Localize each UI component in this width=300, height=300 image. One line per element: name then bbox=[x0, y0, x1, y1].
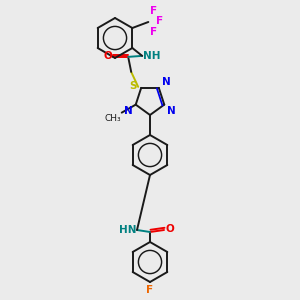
Text: N: N bbox=[124, 106, 133, 116]
Text: S: S bbox=[130, 81, 137, 91]
Text: F: F bbox=[146, 285, 154, 295]
Text: N: N bbox=[167, 106, 176, 116]
Text: F: F bbox=[150, 6, 158, 16]
Text: F: F bbox=[156, 16, 164, 26]
Text: F: F bbox=[150, 27, 158, 37]
Text: NH: NH bbox=[143, 51, 161, 61]
Text: CH₃: CH₃ bbox=[104, 114, 121, 123]
Text: O: O bbox=[165, 224, 174, 234]
Text: HN: HN bbox=[118, 225, 136, 235]
Text: N: N bbox=[162, 77, 171, 87]
Text: O: O bbox=[103, 51, 112, 61]
